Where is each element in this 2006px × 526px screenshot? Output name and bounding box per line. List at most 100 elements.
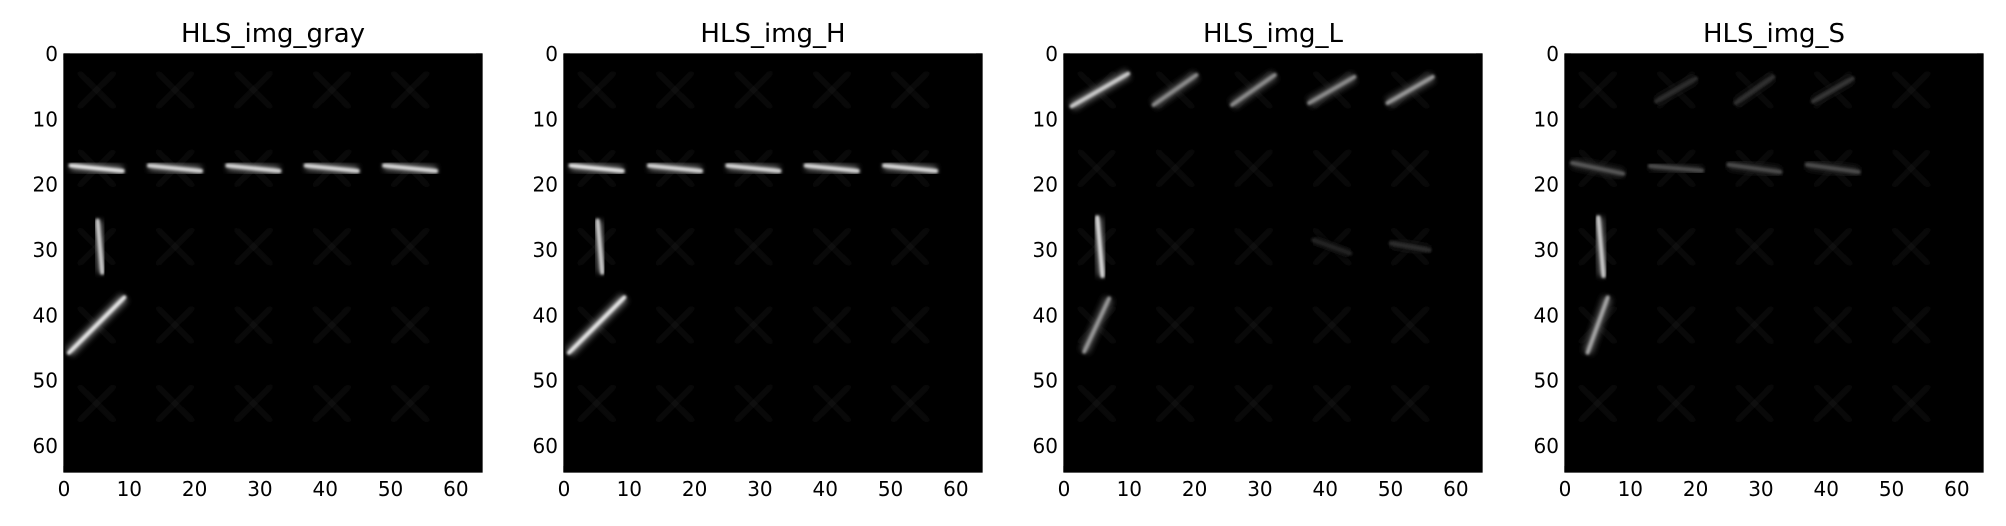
hog-dash	[95, 218, 105, 275]
y-tick-label: 60	[1534, 434, 1559, 458]
hog-cell-mark	[1891, 384, 1931, 423]
hog-cell-mark	[390, 227, 430, 267]
feature-layer	[1570, 63, 1938, 430]
x-tick-label: 10	[1618, 477, 1643, 501]
y-tick-label: 50	[1534, 369, 1559, 393]
y-tick-label: 0	[1045, 42, 1058, 66]
hog-cell-mark	[1312, 305, 1352, 345]
y-tick-label: 0	[1546, 42, 1559, 66]
hog-cell-mark	[1234, 227, 1273, 267]
hog-cell-mark	[812, 384, 852, 423]
hog-cell-mark	[734, 305, 773, 345]
y-tick-label: 40	[1033, 303, 1058, 327]
panel-title: HLS_img_L	[1203, 19, 1344, 49]
hog-cell-mark	[1077, 384, 1117, 423]
x-tick-label: 10	[117, 477, 142, 501]
hog-cell-mark	[1578, 70, 1618, 110]
hog-cell-mark	[155, 305, 195, 345]
hog-cell-mark	[1735, 227, 1774, 267]
y-tick-label: 10	[533, 107, 558, 131]
hog-dash	[68, 163, 125, 174]
hog-cell-mark	[1656, 384, 1696, 423]
y-tick-label: 40	[1534, 303, 1559, 327]
plot-area	[1064, 54, 1482, 472]
x-tick-label: 30	[1748, 477, 1773, 501]
x-tick-label: 40	[1814, 477, 1839, 501]
hog-cell-mark	[1735, 384, 1774, 423]
hog-cell-mark	[155, 384, 195, 423]
hog-cell-mark	[890, 305, 930, 345]
feature-layer	[1067, 63, 1440, 430]
hog-cell-mark	[655, 305, 695, 345]
y-tick-label: 40	[33, 303, 58, 327]
panel-title: HLS_img_H	[700, 19, 845, 49]
y-tick-label: 40	[533, 303, 558, 327]
x-tick-label: 40	[813, 477, 838, 501]
hog-cell-mark	[890, 70, 930, 110]
hog-cell-mark	[734, 70, 773, 110]
hog-cell-mark	[577, 384, 617, 423]
hog-dash	[566, 295, 627, 355]
hog-cell-mark	[312, 384, 352, 423]
hog-dash	[147, 163, 204, 174]
hog-dash	[1082, 296, 1112, 354]
x-tick-label: 50	[378, 477, 403, 501]
x-tick-label: 10	[1117, 477, 1142, 501]
axes-frame	[563, 53, 983, 473]
y-tick-label: 0	[545, 42, 558, 66]
hog-cell-mark	[1656, 305, 1696, 345]
x-tick-label: 0	[1559, 477, 1572, 501]
hog-cell-mark	[812, 70, 852, 110]
hog-cell-mark	[1891, 70, 1931, 110]
y-tick-label: 0	[45, 42, 58, 66]
hog-cell-mark	[77, 384, 117, 423]
hog-cell-mark	[890, 227, 930, 267]
x-tick-label: 60	[443, 477, 468, 501]
hog-cell-mark	[234, 70, 273, 110]
hog-dash	[303, 163, 360, 174]
hog-dash	[1585, 295, 1610, 355]
hog-cell-mark	[1234, 384, 1273, 423]
hog-cell-mark	[1578, 384, 1618, 423]
axes-frame	[63, 53, 483, 473]
hog-cell-mark	[312, 227, 352, 267]
hog-dash	[1596, 215, 1606, 278]
x-tick-label: 50	[878, 477, 903, 501]
panel-title: HLS_img_gray	[181, 19, 365, 49]
hog-cell-mark	[734, 227, 773, 267]
hog-cell-mark	[155, 70, 195, 110]
hog-cell-mark	[390, 305, 430, 345]
y-tick-label: 10	[33, 107, 58, 131]
y-tick-label: 50	[1033, 369, 1058, 393]
hog-dash	[1095, 215, 1105, 278]
y-tick-label: 20	[1033, 173, 1058, 197]
hog-cell-mark	[1155, 384, 1195, 423]
x-tick-label: 30	[747, 477, 772, 501]
hog-cell-mark	[1390, 384, 1430, 423]
hog-cell-mark	[734, 384, 773, 423]
hog-dash	[1151, 72, 1199, 107]
x-tick-label: 50	[1378, 477, 1403, 501]
hog-cell-mark	[390, 70, 430, 110]
hog-dash	[1726, 162, 1783, 174]
x-tick-label: 60	[1443, 477, 1468, 501]
hog-cell-mark	[1891, 227, 1931, 267]
hog-cell-mark	[234, 305, 273, 345]
axes-frame	[1063, 53, 1483, 473]
hog-dash	[225, 163, 282, 174]
hog-cell-mark	[234, 384, 273, 423]
y-tick-label: 10	[1534, 107, 1559, 131]
y-tick-label: 60	[33, 434, 58, 458]
plot-area	[1565, 54, 1983, 472]
hog-cell-mark	[890, 384, 930, 423]
x-tick-label: 0	[558, 477, 571, 501]
feature-layer	[565, 63, 939, 430]
y-tick-label: 60	[533, 434, 558, 458]
hog-dash	[595, 218, 605, 275]
x-tick-label: 20	[1683, 477, 1708, 501]
hog-cell-mark	[577, 70, 617, 110]
hog-dash	[66, 295, 127, 355]
y-tick-label: 10	[1033, 107, 1058, 131]
